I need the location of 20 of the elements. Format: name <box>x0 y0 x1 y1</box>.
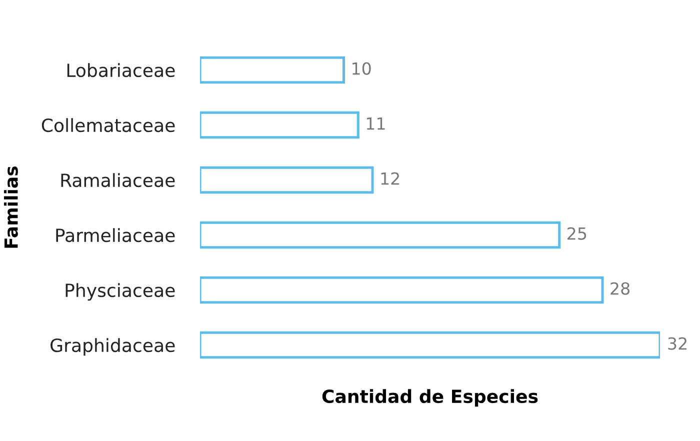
bar <box>200 56 345 84</box>
y-tick-label: Lobariaceae <box>67 63 175 78</box>
data-label: 12 <box>381 172 399 185</box>
data-label: 32 <box>668 337 686 350</box>
bar <box>200 221 561 249</box>
bar <box>200 166 374 194</box>
data-label: 28 <box>610 282 630 295</box>
y-tick-label: Ramaliaceae <box>61 173 175 188</box>
data-label: 25 <box>568 227 586 240</box>
x-axis-title: Cantidad de Especies <box>322 389 538 407</box>
data-label: 11 <box>366 117 385 130</box>
bar <box>200 276 604 304</box>
y-axis-title: Familias <box>4 166 18 248</box>
data-label: 10 <box>352 62 371 75</box>
y-tick-label: Physciaceae <box>66 283 175 301</box>
bar <box>200 111 360 139</box>
bar <box>200 331 660 359</box>
y-tick-label: Parmeliaceae <box>56 228 175 242</box>
y-tick-label: Collemataceae <box>42 118 175 132</box>
y-tick-label: Graphidaceae <box>50 338 175 356</box>
